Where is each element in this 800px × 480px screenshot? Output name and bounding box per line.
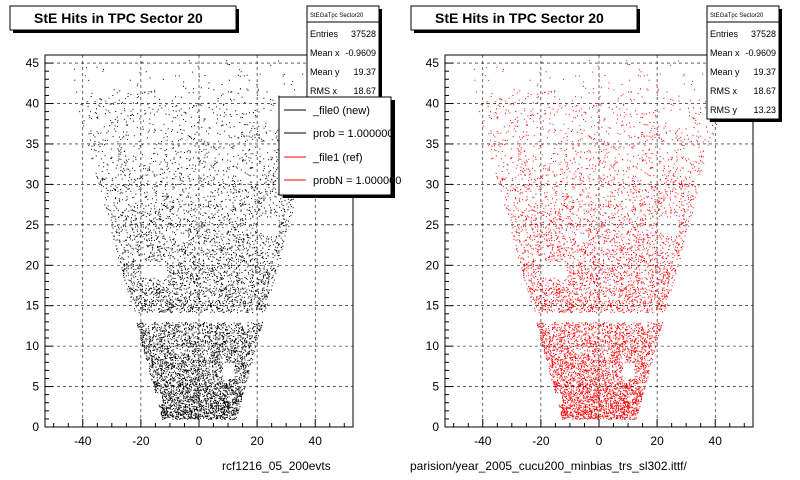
y-tick-label: 25: [26, 218, 40, 232]
y-tick-label: 15: [426, 299, 440, 313]
x-tick-label: 40: [309, 434, 323, 448]
stats-value: -0.9609: [745, 48, 776, 58]
x-tick-label: -40: [474, 434, 492, 448]
legend-label-2: _file1 (ref): [312, 152, 363, 164]
x-tick-label: -20: [532, 434, 550, 448]
stats-title: StEGaTpc Sector20: [310, 13, 364, 19]
y-tick-label: 15: [26, 299, 40, 313]
y-tick-label: 35: [426, 137, 440, 151]
x-tick-label: 0: [596, 434, 603, 448]
y-tick-label: 40: [426, 97, 440, 111]
x-tick-label: 20: [250, 434, 264, 448]
chart-title: StE Hits in TPC Sector 20: [34, 10, 203, 26]
title-box: [9, 5, 237, 31]
scatter-point-cloud: [473, 60, 726, 420]
legend-label-1: prob = 1.000000: [313, 128, 393, 140]
stats-value: 18.67: [353, 86, 376, 96]
y-tick-label: 45: [426, 56, 440, 70]
stats-label: Entries: [310, 29, 339, 39]
y-tick-label: 10: [26, 339, 40, 353]
title-box: [410, 5, 638, 31]
y-tick-label: 10: [426, 339, 440, 353]
stats-title: StEGaTpc Sector20: [710, 13, 764, 19]
x-tick-label: 0: [196, 434, 203, 448]
scatter-point-cloud: [73, 60, 326, 420]
stats-value: 19.37: [353, 67, 376, 77]
stats-value: 37528: [751, 29, 776, 39]
y-tick-label: 25: [426, 218, 440, 232]
y-tick-label: 5: [32, 380, 39, 394]
stats-value: 19.37: [753, 67, 776, 77]
left-caption: rcf1216_05_200evts: [222, 459, 331, 473]
stats-box: [706, 5, 780, 120]
stats-label: RMS x: [710, 86, 738, 96]
y-tick-label: 0: [432, 420, 439, 434]
stats-value: 18.67: [753, 86, 776, 96]
y-tick-label: 40: [26, 97, 40, 111]
scatter-points: [73, 60, 326, 420]
x-tick-label: -40: [74, 434, 92, 448]
legend: _file0 (new) prob = 1.000000 _file1 (ref…: [278, 96, 401, 198]
scatter-points: [473, 60, 726, 420]
legend-label-3: probN = 1.000000: [313, 175, 401, 187]
stats-label: RMS x: [310, 86, 338, 96]
y-tick-label: 20: [426, 258, 440, 272]
stats-label: Mean x: [710, 48, 740, 58]
x-tick-label: 40: [709, 434, 723, 448]
y-tick-label: 45: [26, 56, 40, 70]
x-tick-label: 20: [650, 434, 664, 448]
right-caption: parision/year_2005_cucu200_minbias_trs_s…: [410, 459, 688, 473]
stats-value: -0.9609: [345, 48, 376, 58]
stats-label: Mean y: [310, 67, 340, 77]
stats-value: 13.23: [753, 105, 776, 115]
x-tick-label: -20: [132, 434, 150, 448]
chart-title: StE Hits in TPC Sector 20: [435, 10, 604, 26]
stats-label: RMS y: [710, 105, 738, 115]
y-tick-label: 30: [426, 177, 440, 191]
y-tick-label: 0: [32, 420, 39, 434]
stats-label: Mean y: [710, 67, 740, 77]
y-tick-label: 35: [26, 137, 40, 151]
left-plot-pad: StE Hits in TPC Sector 20 -40 -20 0 20 40 0 5 10…: [9, 5, 382, 448]
y-tick-label: 30: [26, 177, 40, 191]
y-tick-label: 20: [26, 258, 40, 272]
y-tick-label: 5: [432, 380, 439, 394]
stats-value: 37528: [351, 29, 376, 39]
stats-label: Entries: [710, 29, 739, 39]
right-plot-pad: StE Hits in TPC Sector 20 -40 -20 0 20 40 0 5 10…: [410, 5, 782, 448]
stats-label: Mean x: [310, 48, 340, 58]
legend-label-0: _file0 (new): [312, 105, 370, 117]
legend-box: [278, 96, 392, 196]
